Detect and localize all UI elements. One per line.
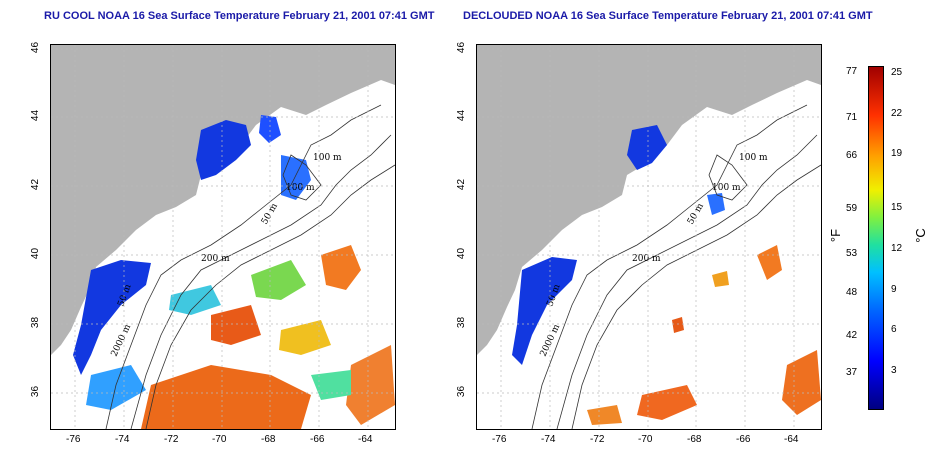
celsius-tick: 19: [891, 148, 903, 159]
x-tick: -70: [212, 434, 227, 445]
y-tick: 44: [30, 109, 42, 122]
temperature-colorbar: [868, 66, 884, 410]
fahrenheit-tick: 37: [846, 367, 858, 378]
celsius-unit-label: °C: [912, 228, 928, 243]
left-map-title: RU COOL NOAA 16 Sea Surface Temperature …: [44, 10, 435, 22]
svg-text:2000 m: 2000 m: [110, 323, 134, 359]
y-tick: 46: [30, 41, 42, 54]
land-mass: [51, 45, 395, 355]
x-tick: -66: [310, 434, 325, 445]
fahrenheit-unit-label: °F: [828, 228, 844, 243]
x-tick: -68: [261, 434, 276, 445]
celsius-tick: 22: [891, 108, 903, 119]
fahrenheit-tick: 66: [846, 150, 858, 161]
svg-text:200 m: 200 m: [632, 254, 661, 264]
celsius-tick: 12: [891, 243, 903, 254]
left-sst-map: 100 m 100 m 50 m 200 m 50 m 2000 m: [50, 44, 396, 430]
warm-water: [757, 245, 782, 280]
y-tick: 38: [456, 316, 468, 329]
y-tick: 36: [30, 385, 42, 398]
warm-water: [321, 245, 361, 290]
fahrenheit-tick: 59: [846, 203, 858, 214]
y-tick: 38: [30, 316, 42, 329]
celsius-tick: 3: [891, 365, 897, 376]
x-tick: -64: [358, 434, 373, 445]
x-tick: -76: [66, 434, 81, 445]
svg-text:200 m: 200 m: [201, 254, 230, 264]
x-tick: -70: [638, 434, 653, 445]
y-tick: 42: [30, 178, 42, 191]
land-mass: [477, 45, 821, 355]
y-tick: 42: [456, 178, 468, 191]
x-tick: -68: [687, 434, 702, 445]
celsius-tick: 6: [891, 324, 897, 335]
y-tick: 40: [456, 247, 468, 260]
svg-text:100 m: 100 m: [313, 153, 342, 163]
fahrenheit-tick: 53: [846, 248, 858, 259]
x-tick: -66: [736, 434, 751, 445]
svg-text:100 m: 100 m: [286, 183, 315, 193]
x-tick: -72: [164, 434, 179, 445]
fahrenheit-tick: 71: [846, 112, 858, 123]
fahrenheit-tick: 48: [846, 287, 858, 298]
fahrenheit-tick: 42: [846, 330, 858, 341]
fahrenheit-tick: 77: [846, 66, 858, 77]
cold-water: [627, 125, 667, 170]
y-tick: 36: [456, 385, 468, 398]
y-tick: 46: [456, 41, 468, 54]
celsius-tick: 25: [891, 67, 903, 78]
celsius-tick: 9: [891, 284, 897, 295]
svg-text:100 m: 100 m: [739, 153, 768, 163]
svg-text:100 m: 100 m: [712, 183, 741, 193]
x-tick: -72: [590, 434, 605, 445]
y-tick: 40: [30, 247, 42, 260]
cold-water: [196, 120, 251, 180]
y-tick: 44: [456, 109, 468, 122]
celsius-tick: 15: [891, 202, 903, 213]
right-map-title: DECLOUDED NOAA 16 Sea Surface Temperatur…: [463, 10, 873, 22]
x-tick: -64: [784, 434, 799, 445]
x-tick: -76: [492, 434, 507, 445]
right-sst-map: 100 m 100 m 50 m 200 m 50 m 2000 m: [476, 44, 822, 430]
x-tick: -74: [115, 434, 130, 445]
x-tick: -74: [541, 434, 556, 445]
